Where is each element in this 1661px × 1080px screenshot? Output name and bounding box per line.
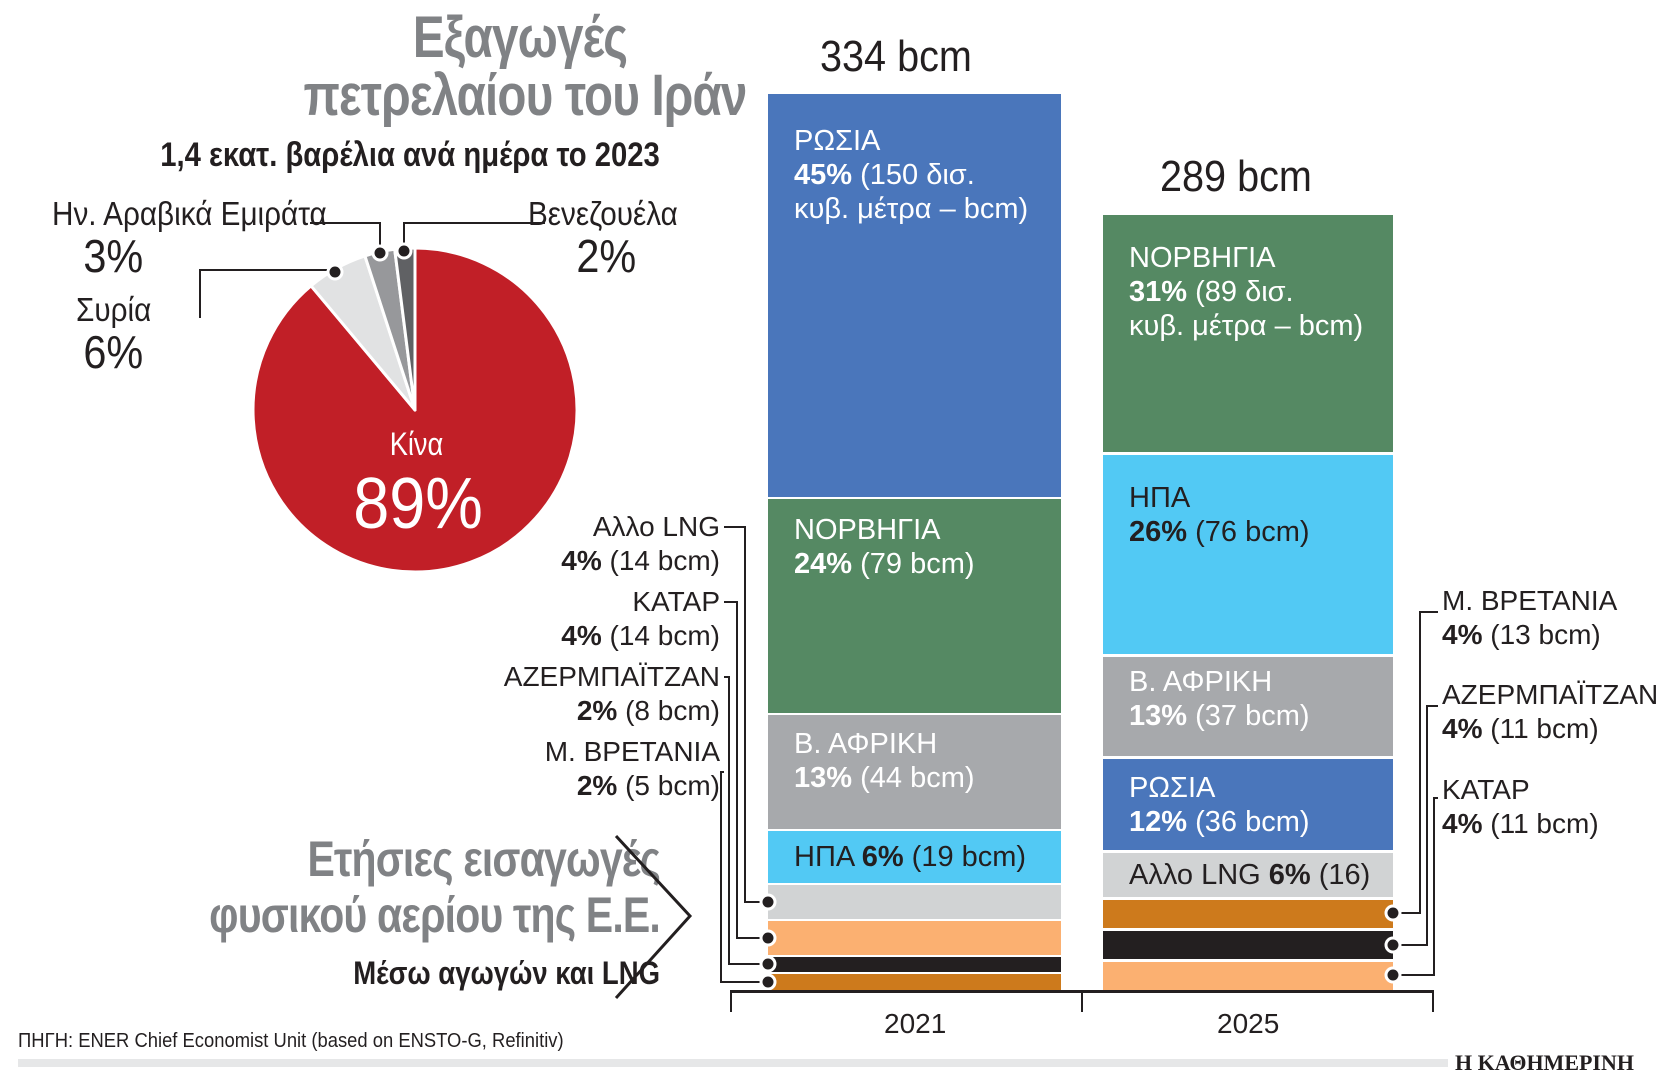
seg-value: (89 δισ.: [1187, 276, 1294, 308]
source-note: ΠΗΓΗ: ENER Chief Economist Unit (based o…: [18, 1030, 564, 1052]
bar-2025-norway: ΝΟΡΒΗΓΙΑ 31% (89 δισ. κυβ. μέτρα – bcm): [1103, 215, 1393, 452]
seg-pct: 45%: [794, 159, 853, 191]
seg-pct: 13%: [1129, 700, 1188, 732]
x-axis-tick-left: [730, 990, 732, 1012]
ann-2025-qatar: ΚΑΤΑΡ 4% (11 bcm): [1442, 774, 1599, 839]
bar-2025-total: 289 bcm: [1160, 152, 1312, 201]
pie-label-uae-pct: 3%: [83, 230, 144, 282]
ann-2021-otherlng: Αλλο LNG 4% (14 bcm): [561, 511, 720, 576]
pie-label-uae-name: Ην. Αραβικά Εμιράτα: [52, 195, 327, 232]
seg-value: (150 δισ.: [852, 159, 975, 191]
bar-2021-usa: ΗΠΑ 6% (19 bcm): [768, 831, 1061, 883]
bar-2021: ΡΩΣΙΑ 45% (150 δισ. κυβ. μέτρα – bcm) ΝΟ…: [768, 94, 1061, 991]
bar-2025-otherlng: Αλλο LNG 6% (16): [1103, 853, 1393, 897]
seg-pct: 13%: [794, 762, 853, 794]
pie-chart: [199, 222, 579, 574]
seg-value: (36 bcm): [1187, 806, 1310, 838]
seg-pct: 12%: [1129, 806, 1188, 838]
pie-title-line2: πετρελαίου του Ιράν: [303, 63, 747, 128]
seg-name: Αλλο LNG: [1129, 859, 1269, 891]
seg-value-line2: κυβ. μέτρα – bcm): [1129, 310, 1364, 342]
bar-2021-nafrica: Β. ΑΦΡΙΚΗ 13% (44 bcm): [768, 715, 1061, 829]
bar-subtitle: Μέσω αγωγών και LNG: [353, 955, 660, 991]
seg-name: ΗΠΑ: [1129, 482, 1191, 514]
bar-2021-otherlng: [768, 885, 1061, 919]
seg-value-line2: κυβ. μέτρα – bcm): [794, 193, 1029, 225]
bar-title-line2: φυσικού αερίου της Ε.Ε.: [209, 887, 661, 943]
bar-2025-qatar: [1103, 962, 1393, 991]
seg-name: Β. ΑΦΡΙΚΗ: [1129, 666, 1273, 698]
seg-value: (79 bcm): [852, 548, 975, 580]
x-axis-tick-right: [1432, 990, 1434, 1012]
seg-value: (37 bcm): [1187, 700, 1310, 732]
pie-subtitle: 1,4 εκατ. βαρέλια ανά ημέρα το 2023: [160, 136, 660, 174]
bar-2025-usa: ΗΠΑ 26% (76 bcm): [1103, 455, 1393, 654]
bar-2025-azerbaijan: [1103, 931, 1393, 959]
bar-2025-uk: [1103, 900, 1393, 928]
seg-name: Β. ΑΦΡΙΚΗ: [794, 728, 938, 760]
chevron-right-icon: [614, 834, 693, 1000]
brand-logo: Η ΚΑΘΗΜΕΡΙΝΗ: [1455, 1050, 1634, 1075]
seg-name: ΝΟΡΒΗΓΙΑ: [1129, 242, 1276, 274]
bar-2021-azerbaijan: [768, 957, 1061, 972]
x-label-2025: 2025: [1217, 1008, 1280, 1039]
seg-value: (76 bcm): [1187, 516, 1310, 548]
seg-value: (19 bcm): [903, 841, 1027, 873]
bar-title-line1: Ετήσιες εισαγωγές: [307, 831, 660, 887]
pie-label-venezuela-pct: 2%: [576, 230, 637, 282]
seg-value: (16): [1310, 859, 1371, 891]
x-axis-tick-mid: [1081, 990, 1083, 1012]
seg-pct: 26%: [1129, 516, 1188, 548]
bar-2025: ΝΟΡΒΗΓΙΑ 31% (89 δισ. κυβ. μέτρα – bcm) …: [1103, 215, 1393, 991]
x-label-2021: 2021: [884, 1008, 947, 1039]
ann-2021-uk: Μ. ΒΡΕΤΑΝΙΑ 2% (5 bcm): [544, 736, 720, 801]
seg-pct: 24%: [794, 548, 853, 580]
pie-label-venezuela-name: Βενεζουέλα: [528, 195, 678, 232]
seg-pct: 31%: [1129, 276, 1188, 308]
pie-label-china-pct: 89%: [353, 464, 483, 544]
pie-label-china-name: Κίνα: [389, 426, 444, 462]
pie-label-syria-pct: 6%: [83, 326, 144, 378]
seg-name: ΡΩΣΙΑ: [1129, 772, 1216, 804]
ann-2021-azerbaijan: ΑΖΕΡΜΠΑΪΤΖΑΝ 2% (8 bcm): [503, 661, 720, 726]
seg-name: ΗΠΑ: [794, 841, 862, 873]
bar-2025-russia: ΡΩΣΙΑ 12% (36 bcm): [1103, 759, 1393, 850]
ann-2025-azerbaijan: ΑΖΕΡΜΠΑΪΤΖΑΝ 4% (11 bcm): [1442, 679, 1659, 744]
bar-2021-total: 334 bcm: [820, 32, 972, 81]
ann-2025-uk: Μ. ΒΡΕΤΑΝΙΑ 4% (13 bcm): [1442, 585, 1618, 650]
seg-name: ΡΩΣΙΑ: [794, 125, 881, 157]
footer-rule: [18, 1059, 1448, 1067]
seg-name: ΝΟΡΒΗΓΙΑ: [794, 514, 941, 546]
seg-pct: 6%: [1268, 859, 1311, 891]
bar-2021-norway: ΝΟΡΒΗΓΙΑ 24% (79 bcm): [768, 499, 1061, 713]
pie-label-syria-name: Συρία: [76, 291, 152, 328]
bar-2021-qatar: [768, 921, 1061, 955]
seg-pct: 6%: [861, 841, 904, 873]
bar-2021-russia: ΡΩΣΙΑ 45% (150 δισ. κυβ. μέτρα – bcm): [768, 94, 1061, 497]
bar-2025-nafrica: Β. ΑΦΡΙΚΗ 13% (37 bcm): [1103, 657, 1393, 756]
bar-2021-uk: [768, 974, 1061, 991]
ann-2021-qatar: ΚΑΤΑΡ 4% (14 bcm): [561, 586, 720, 651]
pie-title-line1: Εξαγωγές: [412, 5, 628, 70]
seg-value: (44 bcm): [852, 762, 975, 794]
